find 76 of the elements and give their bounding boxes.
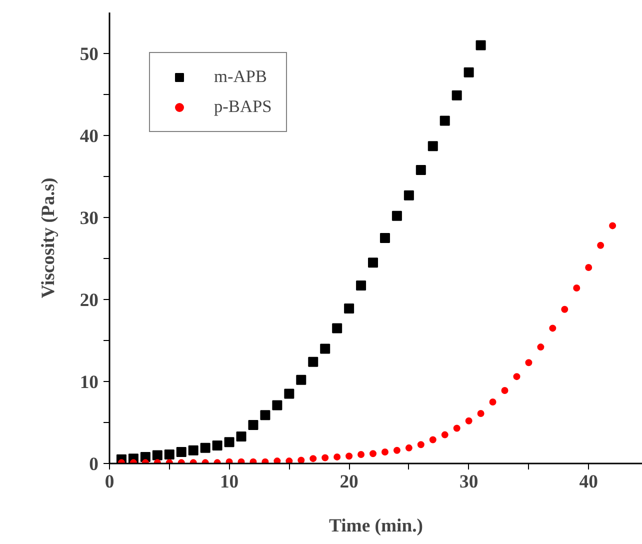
- y-tick-label: 40: [80, 126, 98, 147]
- point: [440, 116, 450, 126]
- point: [429, 436, 436, 444]
- y-tick-label: 30: [80, 208, 98, 229]
- point: [441, 431, 448, 438]
- point: [464, 67, 474, 78]
- point: [585, 264, 592, 272]
- point: [274, 458, 281, 464]
- point: [296, 374, 306, 385]
- point: [561, 306, 568, 313]
- point: [501, 387, 508, 394]
- point: [428, 141, 438, 152]
- y-tick-label: 10: [80, 372, 98, 393]
- x-tick-label: 30: [460, 472, 478, 492]
- x-tick-label: 40: [579, 472, 598, 492]
- point: [453, 424, 460, 432]
- x-tick-label: 0: [104, 472, 114, 492]
- point: [537, 344, 544, 351]
- point: [477, 410, 484, 417]
- point: [358, 450, 365, 458]
- point: [344, 304, 354, 314]
- x-tick-label: 20: [340, 472, 358, 492]
- point: [226, 458, 233, 464]
- point: [405, 444, 412, 452]
- point: [284, 388, 294, 399]
- point: [260, 410, 270, 420]
- point: [322, 454, 329, 462]
- point: [393, 446, 400, 454]
- point: [356, 280, 366, 291]
- point: [404, 190, 414, 200]
- point: [417, 441, 424, 448]
- point: [549, 324, 556, 332]
- point: [298, 456, 305, 464]
- point: [334, 453, 341, 460]
- point: [332, 323, 342, 334]
- point: [573, 284, 580, 292]
- point: [380, 233, 390, 243]
- point: [262, 458, 269, 464]
- y-tick-label: 50: [80, 44, 98, 65]
- point: [236, 431, 246, 442]
- point: [272, 400, 282, 410]
- legend-label: m-APB: [214, 67, 267, 87]
- point: [476, 40, 486, 50]
- point: [176, 447, 186, 458]
- point: [310, 455, 317, 462]
- point: [200, 442, 210, 453]
- point: [286, 458, 293, 464]
- point: [212, 440, 222, 450]
- point: [381, 448, 388, 456]
- point: [609, 222, 616, 230]
- point: [597, 242, 604, 249]
- legend-label: p-BAPS: [214, 97, 272, 117]
- point: [370, 450, 377, 458]
- x-tick-label: 10: [220, 472, 239, 492]
- point: [525, 359, 532, 366]
- point: [489, 398, 496, 406]
- x-axis-title: Time (min.): [329, 516, 423, 536]
- point: [188, 445, 198, 456]
- point: [513, 373, 520, 380]
- point: [465, 417, 472, 424]
- point: [452, 90, 462, 100]
- y-tick-label: 20: [80, 290, 98, 311]
- point: [164, 449, 174, 460]
- point: [248, 420, 258, 430]
- point: [152, 450, 162, 460]
- point: [224, 437, 234, 448]
- y-axis-title: Viscosity (Pa.s): [38, 178, 59, 298]
- point: [320, 344, 330, 354]
- y-tick-label: 0: [89, 454, 98, 475]
- point: [250, 458, 257, 464]
- point: [308, 356, 318, 367]
- point: [368, 258, 378, 268]
- point: [416, 164, 426, 175]
- point: [238, 458, 245, 464]
- point: [392, 210, 402, 221]
- point: [346, 452, 353, 460]
